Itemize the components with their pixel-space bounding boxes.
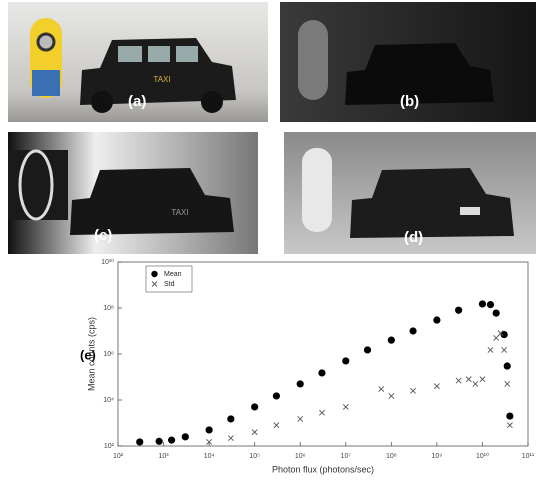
x-tick-label: 10⁴ bbox=[204, 453, 215, 460]
data-point bbox=[273, 392, 280, 399]
data-point bbox=[168, 437, 175, 444]
data-point bbox=[507, 423, 512, 428]
data-point bbox=[319, 410, 324, 415]
data-point bbox=[410, 388, 415, 393]
panel-label: (a) bbox=[128, 93, 146, 110]
data-point bbox=[298, 416, 303, 421]
photo-b: (b) bbox=[280, 2, 536, 122]
legend-label: Std bbox=[164, 281, 175, 288]
data-point bbox=[455, 307, 462, 314]
data-point bbox=[433, 316, 440, 323]
x-axis-label: Photon flux (photons/sec) bbox=[272, 464, 374, 474]
data-point bbox=[409, 327, 416, 334]
photo-a: TAXI (a) bbox=[8, 2, 268, 122]
data-point bbox=[456, 378, 461, 383]
data-point bbox=[479, 300, 486, 307]
data-point bbox=[434, 384, 439, 389]
data-point bbox=[504, 362, 511, 369]
data-point bbox=[493, 310, 500, 317]
photo-c: TAXI (c) bbox=[8, 132, 258, 254]
data-point bbox=[342, 357, 349, 364]
data-point bbox=[182, 433, 189, 440]
data-point bbox=[252, 430, 257, 435]
x-tick-label: 10⁵ bbox=[249, 453, 260, 460]
data-point bbox=[136, 438, 143, 445]
y-tick-label: 10² bbox=[104, 443, 115, 450]
data-point bbox=[343, 404, 348, 409]
data-point bbox=[480, 377, 485, 382]
figure: TAXI (a) (b) TAXI (c) (d) (e) Photon flu… bbox=[0, 0, 544, 476]
data-point bbox=[156, 438, 163, 445]
y-tick-label: 10⁶ bbox=[103, 351, 114, 358]
svg-text:TAXI: TAXI bbox=[171, 208, 188, 217]
data-point bbox=[227, 415, 234, 422]
data-point bbox=[388, 337, 395, 344]
y-axis-label: Mean counts (cps) bbox=[86, 317, 96, 391]
x-tick-label: 10² bbox=[113, 453, 124, 460]
panel-label: (b) bbox=[400, 93, 419, 110]
data-point bbox=[379, 386, 384, 391]
photo-d: (d) bbox=[284, 132, 536, 254]
x-tick-label: 10¹⁰ bbox=[476, 452, 489, 460]
data-point bbox=[473, 381, 478, 386]
data-point bbox=[364, 346, 371, 353]
chart: (e) Photon flux (photons/sec) Mean count… bbox=[80, 258, 535, 475]
data-point bbox=[389, 393, 394, 398]
data-point bbox=[502, 347, 507, 352]
data-point bbox=[466, 377, 471, 382]
data-point bbox=[506, 412, 513, 419]
x-tick-label: 10⁸ bbox=[386, 453, 397, 460]
data-point bbox=[487, 301, 494, 308]
data-point bbox=[297, 380, 304, 387]
data-point bbox=[505, 381, 510, 386]
legend-marker bbox=[151, 271, 157, 277]
svg-text:TAXI: TAXI bbox=[153, 75, 170, 84]
panel-label: (d) bbox=[404, 229, 423, 246]
x-tick-label: 10⁶ bbox=[295, 453, 306, 460]
y-tick-label: 10¹⁰ bbox=[101, 258, 114, 266]
x-tick-label: 10⁷ bbox=[341, 453, 352, 460]
data-point bbox=[488, 347, 493, 352]
legend-label: Mean bbox=[164, 271, 182, 278]
data-point bbox=[494, 335, 499, 340]
x-tick-label: 10⁹ bbox=[431, 453, 442, 460]
data-point bbox=[251, 403, 258, 410]
data-point bbox=[228, 436, 233, 441]
y-tick-label: 10⁸ bbox=[103, 305, 114, 312]
x-tick-label: 10³ bbox=[158, 453, 169, 460]
data-point bbox=[206, 426, 213, 433]
x-tick-label: 10¹¹ bbox=[522, 453, 535, 460]
data-point bbox=[318, 369, 325, 376]
panel-label: (c) bbox=[94, 227, 112, 244]
data-point bbox=[274, 423, 279, 428]
y-tick-label: 10⁴ bbox=[103, 397, 114, 404]
